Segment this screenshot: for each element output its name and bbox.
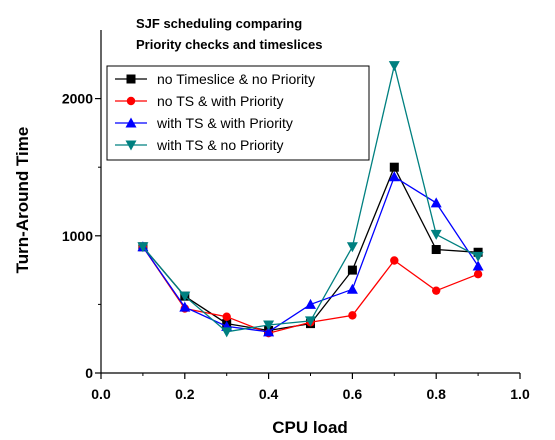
data-point bbox=[472, 260, 484, 271]
legend-marker bbox=[125, 117, 137, 128]
data-point bbox=[305, 298, 316, 309]
x-tick-label: 0.8 bbox=[426, 386, 446, 402]
data-point bbox=[390, 256, 399, 265]
legend-item: with TS & with Priority bbox=[115, 115, 293, 131]
legend-label: no Timeslice & no Priority bbox=[157, 71, 315, 87]
data-point bbox=[432, 286, 441, 295]
legend-label: with TS & no Priority bbox=[156, 137, 284, 153]
chart-title-line-2: Priority checks and timeslices bbox=[136, 37, 322, 52]
data-point bbox=[430, 229, 442, 240]
legend-marker bbox=[126, 96, 136, 106]
data-point bbox=[431, 245, 441, 255]
series-4 bbox=[137, 61, 484, 338]
data-point bbox=[179, 291, 191, 302]
y-tick-label: 2000 bbox=[62, 91, 93, 107]
legend-item: no Timeslice & no Priority bbox=[115, 71, 315, 87]
legend-item: no TS & with Priority bbox=[115, 93, 284, 109]
legend-label: no TS & with Priority bbox=[157, 93, 284, 109]
data-point bbox=[263, 326, 275, 337]
data-point bbox=[179, 301, 191, 312]
series-layer bbox=[137, 61, 484, 338]
y-tick-label: 0 bbox=[85, 365, 93, 381]
legend-label: with TS & with Priority bbox=[156, 115, 293, 131]
data-point bbox=[347, 265, 357, 275]
data-point bbox=[263, 320, 275, 331]
legend: no Timeslice & no Priority no TS & with P… bbox=[106, 65, 370, 161]
data-point bbox=[388, 61, 400, 72]
x-tick-label: 1.0 bbox=[510, 386, 530, 402]
data-point bbox=[388, 171, 400, 182]
data-point bbox=[137, 242, 149, 253]
x-tick-label: 0.4 bbox=[259, 386, 279, 402]
data-point bbox=[473, 270, 483, 279]
legend-item: with TS & no Priority bbox=[115, 137, 284, 153]
y-axis-title: Turn-Around Time bbox=[13, 127, 32, 274]
axes: 0.0 0.2 0.4 0.6 0.8 1.0 0 1000 2000 bbox=[62, 30, 530, 402]
x-tick-label: 0.0 bbox=[91, 386, 111, 402]
data-point bbox=[346, 283, 358, 294]
data-point bbox=[221, 327, 233, 338]
x-tick-label: 0.2 bbox=[175, 386, 195, 402]
chart-title-line-1: SJF scheduling comparing bbox=[136, 16, 302, 31]
data-point bbox=[472, 251, 484, 262]
y-tick-label: 1000 bbox=[62, 228, 93, 244]
data-point bbox=[305, 316, 316, 327]
legend-box bbox=[106, 65, 370, 161]
legend-marker bbox=[125, 140, 137, 151]
data-point bbox=[348, 311, 357, 320]
data-point bbox=[389, 162, 399, 172]
x-tick-label: 0.6 bbox=[343, 386, 363, 402]
series-3 bbox=[137, 171, 484, 337]
chart-title: SJF scheduling comparing Priority checks… bbox=[136, 16, 322, 52]
x-axis-title: CPU load bbox=[272, 418, 348, 437]
data-point bbox=[430, 197, 442, 208]
legend-marker bbox=[126, 74, 136, 84]
data-point bbox=[346, 242, 358, 253]
data-point bbox=[222, 312, 231, 321]
